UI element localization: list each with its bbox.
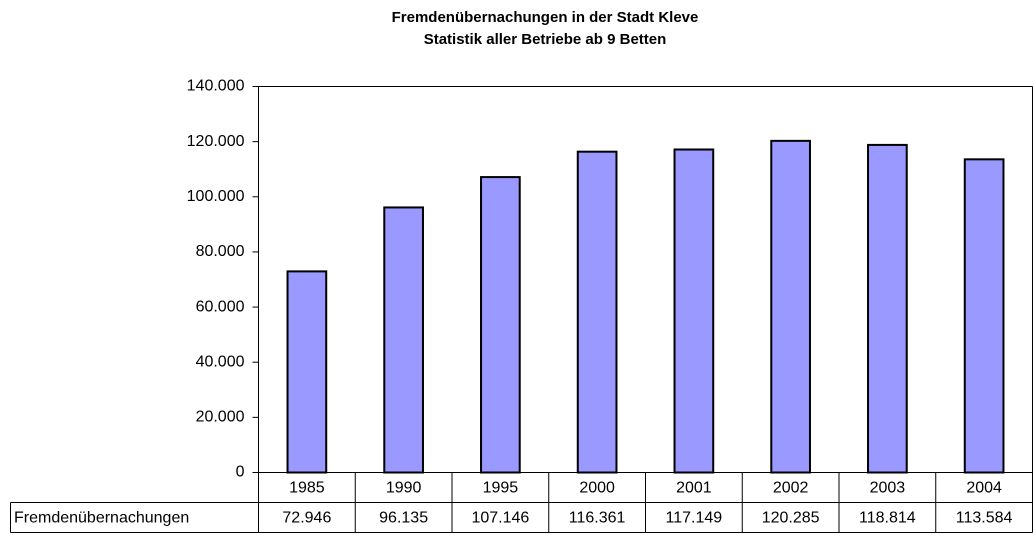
data-table-value: 117.149 bbox=[666, 510, 723, 527]
data-table-value: 113.584 bbox=[956, 510, 1013, 527]
x-tick-label: 1990 bbox=[386, 480, 422, 497]
y-tick-label: 20.000 bbox=[196, 409, 245, 426]
bar bbox=[770, 139, 811, 474]
x-tick-label: 2003 bbox=[870, 480, 906, 497]
y-tick-label: 100.000 bbox=[187, 188, 245, 205]
data-table-value: 120.285 bbox=[762, 510, 820, 527]
x-tick-label: 1995 bbox=[483, 480, 519, 497]
bar bbox=[383, 206, 424, 474]
x-tick-label: 2004 bbox=[966, 480, 1002, 497]
y-tick-label: 80.000 bbox=[196, 243, 245, 260]
chart-title: Fremdenübernachungen in der Stadt Kleve bbox=[392, 9, 699, 26]
bar bbox=[963, 158, 1005, 474]
x-tick-label: 1985 bbox=[289, 480, 325, 497]
x-tick-label: 2001 bbox=[676, 480, 712, 497]
x-tick-label: 2000 bbox=[579, 480, 615, 497]
x-tick-label: 2002 bbox=[773, 480, 809, 497]
data-table-value: 96.135 bbox=[379, 510, 428, 527]
data-table-value: 118.814 bbox=[859, 510, 916, 527]
bar bbox=[673, 148, 715, 474]
data-table-value: 72.946 bbox=[282, 510, 331, 527]
bar bbox=[480, 176, 521, 474]
bar bbox=[286, 270, 328, 474]
data-table-value: 116.361 bbox=[569, 510, 626, 527]
legend-label: Fremdenübernachungen bbox=[14, 510, 189, 527]
y-tick-label: 40.000 bbox=[196, 353, 245, 370]
y-tick-label: 0 bbox=[236, 464, 245, 481]
bar bbox=[576, 150, 618, 474]
y-tick-label: 120.000 bbox=[187, 133, 245, 150]
y-tick-label: 60.000 bbox=[196, 298, 245, 315]
y-tick-label: 140.000 bbox=[187, 78, 245, 95]
chart-subtitle: Statistik aller Betriebe ab 9 Betten bbox=[424, 31, 667, 48]
bar bbox=[867, 143, 908, 474]
data-table-value: 107.146 bbox=[471, 510, 529, 527]
